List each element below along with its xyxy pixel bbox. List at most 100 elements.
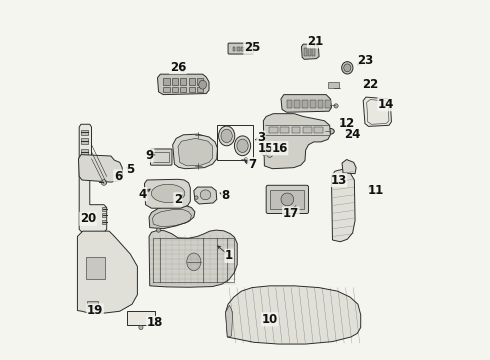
Text: 11: 11: [368, 184, 384, 197]
Bar: [180, 87, 186, 92]
Text: 5: 5: [126, 163, 134, 176]
Text: 15: 15: [258, 142, 274, 155]
Text: 21: 21: [307, 35, 324, 48]
Bar: [153, 153, 169, 162]
Text: 25: 25: [244, 41, 260, 54]
Text: 1: 1: [225, 249, 233, 262]
Polygon shape: [79, 124, 107, 232]
Polygon shape: [301, 44, 319, 59]
Bar: [86, 257, 105, 279]
Bar: [197, 78, 203, 85]
Bar: [163, 78, 170, 85]
Text: 4: 4: [139, 188, 147, 201]
Circle shape: [195, 196, 198, 199]
Bar: [246, 47, 249, 51]
Text: 9: 9: [146, 149, 154, 162]
Bar: [102, 213, 106, 217]
Text: 7: 7: [248, 158, 256, 171]
Circle shape: [156, 228, 161, 232]
Bar: [310, 100, 316, 108]
Bar: [81, 130, 88, 135]
Text: 19: 19: [87, 304, 103, 317]
Ellipse shape: [342, 62, 353, 74]
Polygon shape: [331, 170, 355, 242]
Text: 10: 10: [262, 313, 278, 326]
Circle shape: [334, 104, 338, 108]
Bar: [102, 220, 106, 224]
Bar: [180, 78, 186, 85]
Circle shape: [281, 193, 294, 206]
Ellipse shape: [344, 64, 351, 72]
Bar: [325, 100, 331, 108]
Bar: [302, 100, 308, 108]
Bar: [242, 47, 245, 51]
Text: 3: 3: [257, 131, 265, 144]
Bar: [304, 48, 307, 56]
Bar: [328, 82, 339, 87]
Polygon shape: [145, 179, 190, 208]
Bar: [189, 78, 195, 85]
Ellipse shape: [234, 136, 251, 156]
Text: 13: 13: [330, 174, 346, 186]
Bar: [81, 149, 88, 154]
Ellipse shape: [151, 184, 185, 203]
Polygon shape: [225, 305, 233, 337]
Text: 18: 18: [147, 316, 163, 329]
Polygon shape: [281, 95, 331, 112]
Ellipse shape: [261, 148, 268, 156]
Text: 17: 17: [283, 207, 299, 220]
Polygon shape: [157, 74, 209, 95]
Bar: [294, 100, 300, 108]
Bar: [197, 87, 203, 92]
Text: 24: 24: [344, 128, 361, 141]
Bar: [318, 100, 323, 108]
Ellipse shape: [200, 190, 211, 200]
Text: 23: 23: [357, 54, 373, 67]
Bar: [308, 48, 311, 56]
Bar: [172, 87, 178, 92]
Text: 12: 12: [339, 117, 355, 130]
Bar: [218, 125, 253, 159]
Polygon shape: [77, 231, 137, 313]
Ellipse shape: [326, 129, 334, 134]
Bar: [287, 100, 292, 108]
FancyBboxPatch shape: [150, 149, 172, 165]
Text: 8: 8: [221, 189, 230, 202]
Bar: [127, 311, 155, 325]
Circle shape: [139, 325, 143, 330]
Polygon shape: [363, 97, 392, 126]
Bar: [303, 127, 312, 134]
Text: 22: 22: [362, 78, 378, 91]
Text: 16: 16: [271, 142, 288, 155]
Bar: [87, 301, 98, 308]
Bar: [189, 87, 195, 92]
Text: 2: 2: [174, 193, 182, 206]
Polygon shape: [178, 138, 213, 166]
Polygon shape: [342, 159, 356, 174]
Bar: [269, 127, 278, 134]
Polygon shape: [149, 206, 195, 229]
Ellipse shape: [221, 129, 232, 143]
Bar: [163, 87, 170, 92]
Polygon shape: [225, 286, 361, 344]
Bar: [172, 78, 178, 85]
Polygon shape: [263, 114, 330, 169]
Ellipse shape: [187, 253, 201, 271]
Ellipse shape: [267, 150, 273, 157]
Bar: [270, 190, 304, 209]
Ellipse shape: [237, 139, 248, 153]
Bar: [280, 127, 289, 134]
Bar: [237, 47, 240, 51]
Text: 26: 26: [170, 60, 186, 73]
Bar: [102, 207, 106, 211]
Polygon shape: [78, 154, 122, 182]
Ellipse shape: [199, 80, 207, 89]
Text: 20: 20: [80, 212, 96, 225]
Bar: [314, 127, 323, 134]
Bar: [81, 138, 88, 144]
Polygon shape: [149, 230, 237, 287]
Circle shape: [101, 180, 107, 185]
Polygon shape: [194, 187, 217, 204]
FancyBboxPatch shape: [228, 43, 253, 54]
Text: 14: 14: [378, 98, 394, 111]
